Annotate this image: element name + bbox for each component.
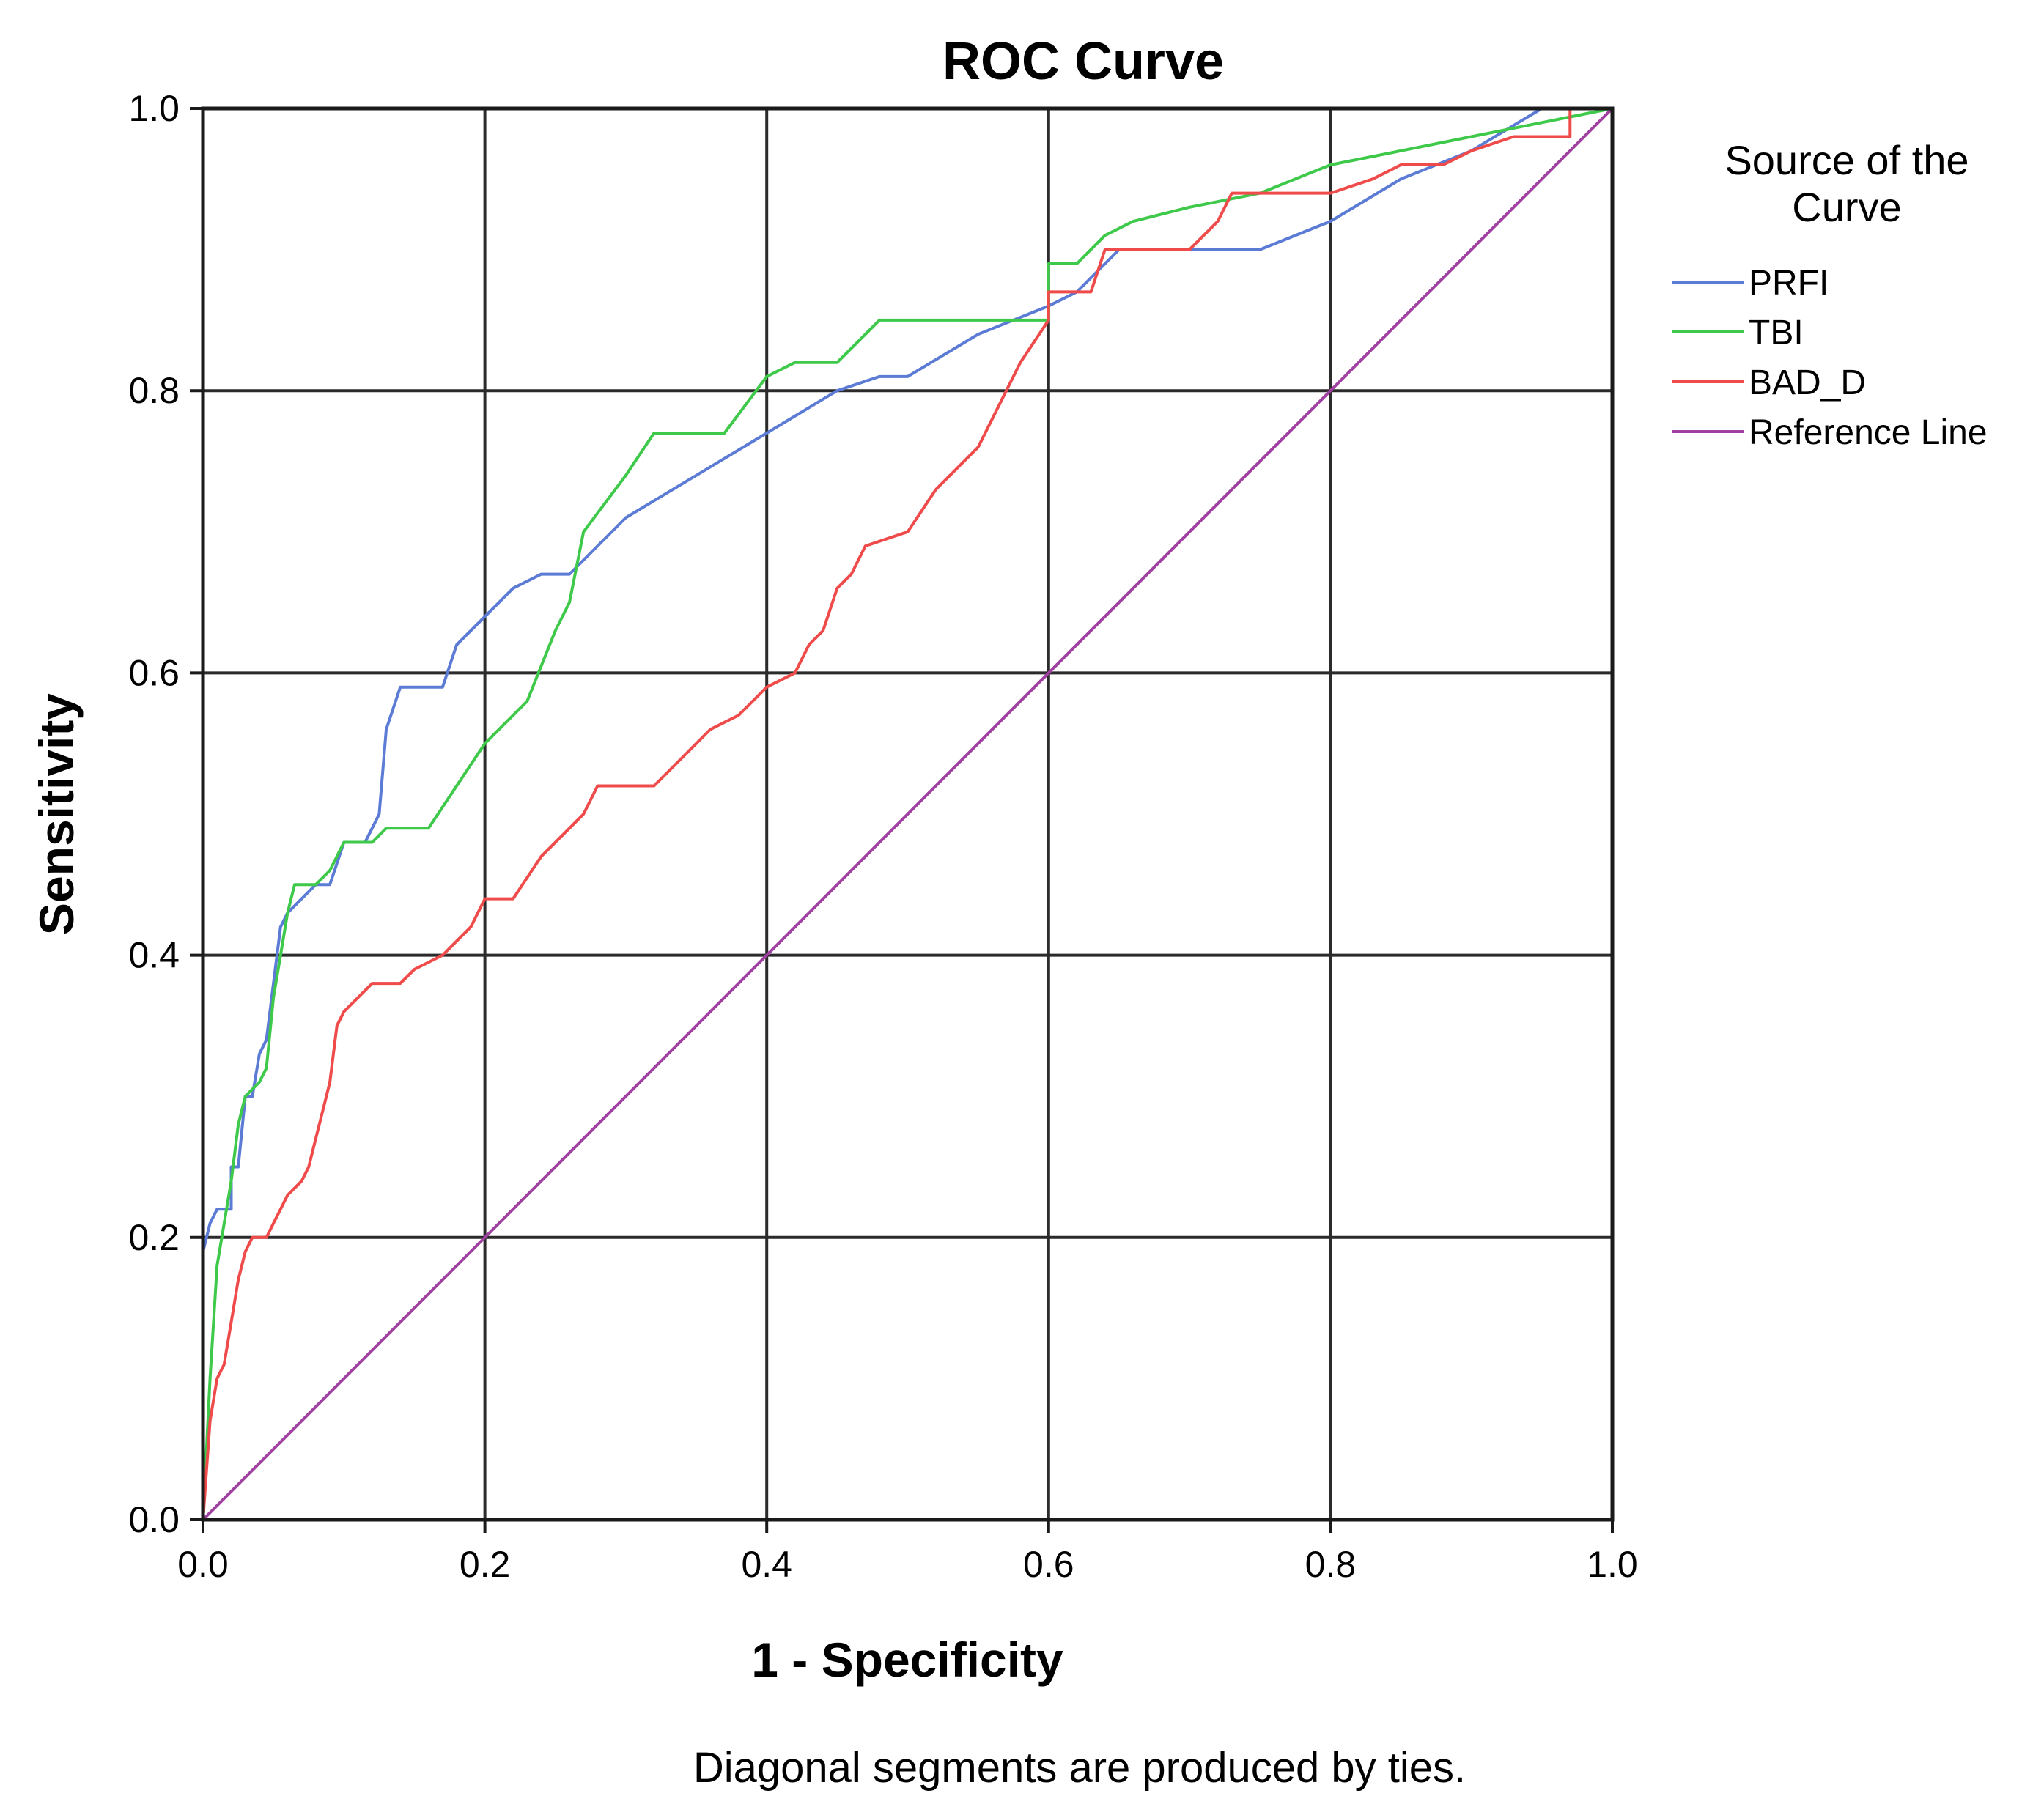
series-line-reference-line xyxy=(202,107,1614,1521)
legend-title-line-2: Curve xyxy=(1792,184,1901,230)
series-lines xyxy=(202,107,1614,1521)
y-tick-label: 0.6 xyxy=(128,652,180,693)
y-tick-label: 0.8 xyxy=(128,370,180,411)
y-tick-label: 0.4 xyxy=(128,935,180,976)
legend-label-prfi: PRFI xyxy=(1749,264,1829,303)
legend-title-line-1: Source of the xyxy=(1724,137,1969,183)
y-tick-label: 0.0 xyxy=(128,1499,180,1540)
y-axis-ticks: 0.0 0.2 0.4 0.6 0.8 1.0 xyxy=(128,88,203,1540)
x-tick-label: 0.8 xyxy=(1305,1544,1357,1585)
legend-label-bad-d: BAD_D xyxy=(1749,363,1866,402)
y-tick-label: 1.0 xyxy=(128,88,180,129)
y-axis-title: Sensitivity xyxy=(29,693,84,935)
plot-frame xyxy=(201,106,1615,1522)
chart-title: ROC Curve xyxy=(942,32,1224,91)
y-tick-label: 0.2 xyxy=(128,1217,180,1258)
x-axis-ticks: 0.0 0.2 0.4 0.6 0.8 1.0 xyxy=(177,1520,1638,1585)
legend-items: PRFI TBI BAD_D Reference Line xyxy=(1672,264,1988,452)
series-line-bad-d xyxy=(202,107,1614,1521)
series-line-tbi xyxy=(202,107,1614,1521)
x-tick-label: 0.4 xyxy=(741,1544,792,1585)
legend: Source of the Curve PRFI TBI BAD_D Referenc… xyxy=(1672,137,1988,452)
x-tick-label: 0.6 xyxy=(1023,1544,1074,1585)
x-tick-label: 0.2 xyxy=(460,1544,511,1585)
x-tick-label: 0.0 xyxy=(177,1544,229,1585)
footnote: Diagonal segments are produced by ties. xyxy=(693,1744,1466,1792)
legend-label-reference-line: Reference Line xyxy=(1749,413,1988,452)
x-tick-label: 1.0 xyxy=(1587,1544,1638,1585)
x-axis-title: 1 - Specificity xyxy=(751,1633,1063,1687)
series-line-prfi xyxy=(202,107,1614,1521)
legend-label-tbi: TBI xyxy=(1749,314,1804,352)
